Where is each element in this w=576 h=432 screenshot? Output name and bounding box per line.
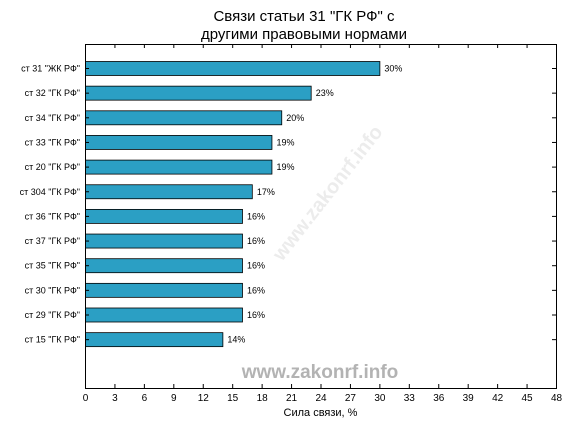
x-axis-ticks: 0 3 6 9 12 15 18 21 24 27 30 33 36 39 42 45 48 bbox=[83, 44, 563, 404]
bar bbox=[85, 208, 243, 224]
value-label: 14% bbox=[227, 335, 245, 345]
bar bbox=[85, 135, 273, 150]
x-tick-label: 45 bbox=[522, 393, 534, 404]
value-label: 16% bbox=[247, 310, 265, 320]
chart-title: Связи статьи 31 "ГК РФ" с другими правов… bbox=[0, 8, 576, 44]
category-label: ст 37 "ГК РФ" bbox=[25, 236, 80, 246]
bar bbox=[85, 282, 243, 298]
x-tick-label: 24 bbox=[315, 393, 327, 404]
value-label: 19% bbox=[276, 162, 294, 172]
value-label: 16% bbox=[247, 211, 265, 221]
category-label: ст 35 "ГК РФ" bbox=[25, 261, 80, 271]
x-tick-label: 9 bbox=[171, 393, 177, 404]
category-label: ст 15 "ГК РФ" bbox=[25, 335, 80, 345]
bars-group bbox=[85, 61, 381, 348]
category-label: ст 36 "ГК РФ" bbox=[25, 211, 80, 221]
chart-title-line-1: Связи статьи 31 "ГК РФ" с bbox=[213, 8, 395, 25]
category-label: ст 32 "ГК РФ" bbox=[25, 88, 80, 98]
x-tick-label: 33 bbox=[404, 393, 416, 404]
value-label: 16% bbox=[247, 236, 265, 246]
category-label: ст 304 "ГК РФ" bbox=[20, 187, 80, 197]
value-label: 20% bbox=[286, 113, 304, 123]
x-tick-label: 3 bbox=[112, 393, 118, 404]
category-label: ст 33 "ГК РФ" bbox=[25, 137, 80, 147]
bar bbox=[85, 159, 273, 175]
x-tick-label: 21 bbox=[286, 393, 298, 404]
value-label: 23% bbox=[316, 88, 334, 98]
bar bbox=[85, 307, 243, 323]
category-label: ст 31 "ЖК РФ" bbox=[21, 64, 80, 74]
x-tick-label: 12 bbox=[198, 393, 210, 404]
bar bbox=[85, 110, 283, 126]
bar bbox=[85, 258, 243, 274]
category-label: ст 34 "ГК РФ" bbox=[25, 113, 80, 123]
value-label: 19% bbox=[276, 137, 294, 147]
x-axis-title: Сила связи, % bbox=[284, 407, 358, 419]
watermark-text: www.zakonrf.info bbox=[241, 362, 399, 383]
x-tick-label: 48 bbox=[551, 393, 563, 404]
value-label: 30% bbox=[384, 64, 402, 74]
category-labels: ст 31 "ЖК РФ" ст 32 "ГК РФ" ст 34 "ГК РФ" с… bbox=[20, 64, 80, 345]
bar bbox=[85, 332, 224, 348]
x-tick-label: 27 bbox=[345, 393, 357, 404]
value-labels: 30% 23% 20% 19% 19% 17% 16% 16% 16% 16% 16% 14% bbox=[227, 64, 402, 345]
value-label: 16% bbox=[247, 261, 265, 271]
x-tick-label: 36 bbox=[433, 393, 445, 404]
bar bbox=[85, 233, 243, 249]
value-label: 17% bbox=[257, 187, 275, 197]
x-tick-label: 0 bbox=[83, 393, 89, 404]
x-tick-label: 30 bbox=[374, 393, 386, 404]
category-label: ст 20 "ГК РФ" bbox=[25, 162, 80, 172]
x-tick-label: 18 bbox=[257, 393, 269, 404]
bar bbox=[85, 61, 381, 76]
value-label: 16% bbox=[247, 285, 265, 295]
chart-title-line-2: другими правовыми нормами bbox=[200, 26, 407, 43]
x-tick-label: 15 bbox=[227, 393, 239, 404]
category-label: ст 29 "ГК РФ" bbox=[25, 310, 80, 320]
x-tick-label: 6 bbox=[142, 393, 148, 404]
y-axis-ticks bbox=[85, 68, 556, 341]
x-tick-label: 42 bbox=[492, 393, 504, 404]
x-tick-label: 39 bbox=[463, 393, 475, 404]
category-label: ст 30 "ГК РФ" bbox=[25, 285, 80, 295]
bar bbox=[85, 184, 253, 200]
bar bbox=[85, 85, 312, 101]
